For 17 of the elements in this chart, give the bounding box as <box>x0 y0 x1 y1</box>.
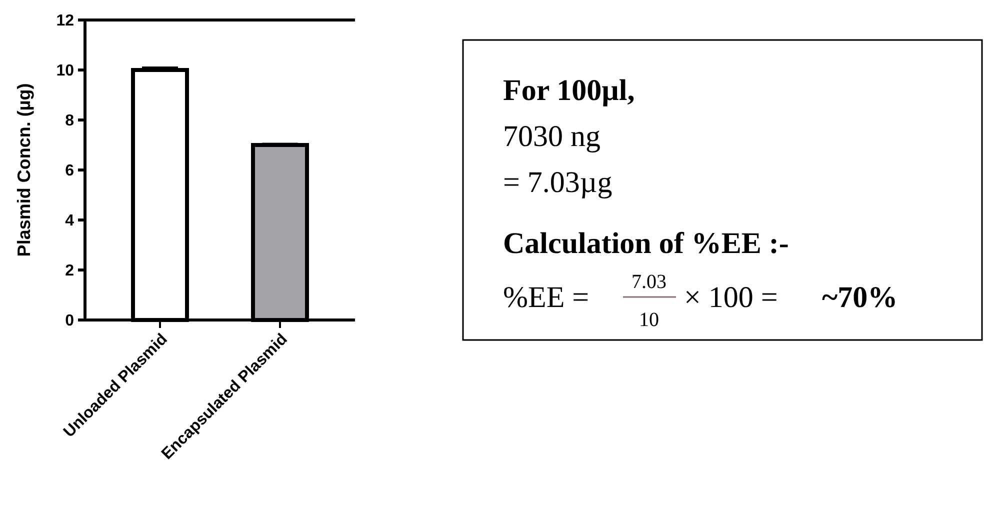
y-tick-label: 4 <box>65 212 74 230</box>
y-tick-label: 6 <box>65 162 74 180</box>
y-tick-label: 12 <box>56 12 74 30</box>
text: For 100µl, <box>503 74 635 107</box>
text: = 7.03µg <box>503 166 612 199</box>
y-tick-label: 0 <box>65 312 74 330</box>
text: %EE = <box>503 281 590 314</box>
text: 7.03 <box>632 271 666 293</box>
text: × 100 = <box>684 281 778 314</box>
text: ~70% <box>822 281 898 314</box>
text: 7030 ng <box>503 120 600 153</box>
y-tick-label: 8 <box>65 112 74 130</box>
y-axis-title: Plasmid Concn. (µg) <box>14 83 34 257</box>
text: Calculation of %EE :- <box>503 227 789 260</box>
y-tick-label: 2 <box>65 262 74 280</box>
y-tick-label: 10 <box>56 62 74 80</box>
text: 10 <box>639 309 659 331</box>
